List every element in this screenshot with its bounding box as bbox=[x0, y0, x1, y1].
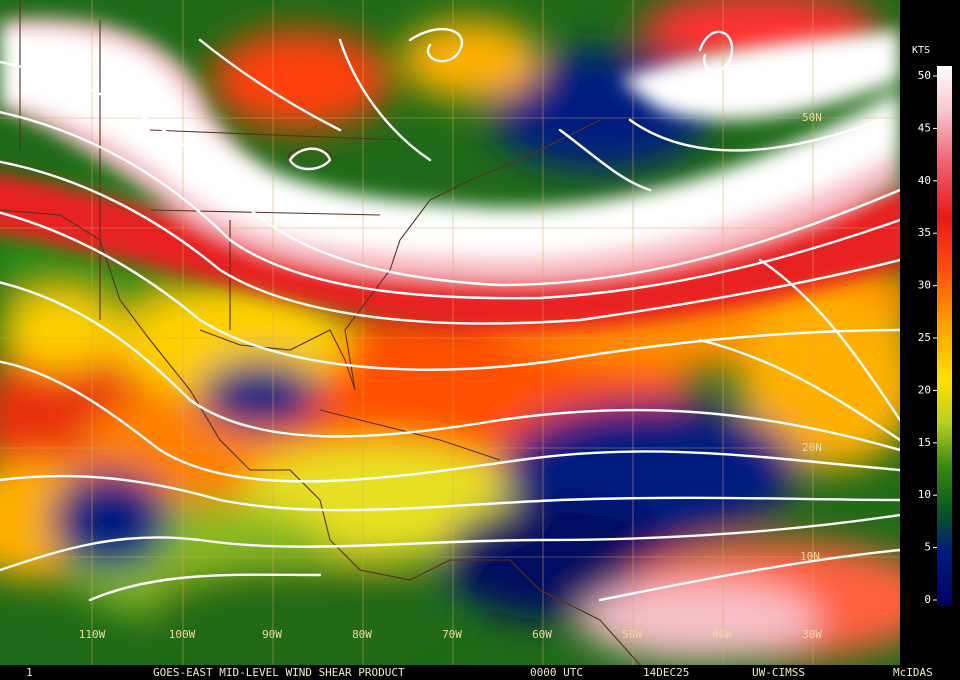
longitude-label: 80W bbox=[352, 628, 372, 641]
colorbar-unit: KTS bbox=[912, 45, 930, 56]
longitude-label: 30W bbox=[802, 628, 822, 641]
latitude-label: 20N bbox=[802, 441, 822, 454]
colorbar-tick-label: 10 bbox=[918, 488, 931, 501]
date: 14DEC25 bbox=[643, 666, 689, 679]
longitude-label: 70W bbox=[442, 628, 462, 641]
graticule bbox=[0, 0, 900, 665]
colorbar-tick-label: 45 bbox=[918, 121, 931, 134]
caption-bar: 1 GOES-EAST MID-LEVEL WIND SHEAR PRODUCT… bbox=[0, 665, 960, 680]
colorbar-tick-label: 25 bbox=[918, 331, 931, 344]
shear-field: 110W 100W 90W 80W 70W 60W 50W 40W 30W 50N 20N 10… bbox=[0, 0, 900, 665]
colorbar-tick-label: 30 bbox=[918, 279, 931, 292]
longitude-label: 90W bbox=[262, 628, 282, 641]
colorbar-tick-label: 0 bbox=[924, 593, 931, 606]
frame-number: 1 bbox=[26, 666, 33, 679]
source: UW-CIMSS bbox=[752, 666, 805, 679]
longitude-label: 40W bbox=[712, 628, 732, 641]
colorbar-ramp bbox=[937, 66, 952, 606]
longitude-labels: 110W 100W 90W 80W 70W 60W 50W 40W 30W bbox=[79, 628, 823, 641]
time: 0000 UTC bbox=[530, 666, 583, 679]
coastlines bbox=[0, 0, 641, 665]
colorbar-tick-label: 20 bbox=[918, 383, 931, 396]
colorbar-tick-label: 15 bbox=[918, 436, 931, 449]
colorbar: KTS 0 5 10 15 20 25 30 35 40 45 50 bbox=[912, 45, 952, 606]
colorbar-tick-label: 35 bbox=[918, 226, 931, 239]
colorbar-tick-label: 40 bbox=[918, 174, 931, 187]
product-title: GOES-EAST MID-LEVEL WIND SHEAR PRODUCT bbox=[153, 666, 405, 679]
streamlines bbox=[0, 27, 900, 602]
colorbar-tick-label: 50 bbox=[918, 69, 931, 82]
longitude-label: 60W bbox=[532, 628, 552, 641]
colorbar-tick-label: 5 bbox=[924, 541, 931, 554]
latitude-label: 10N bbox=[800, 550, 820, 563]
longitude-label: 50W bbox=[622, 628, 642, 641]
latitude-label: 50N bbox=[802, 111, 822, 124]
software: McIDAS bbox=[893, 666, 933, 679]
longitude-label: 110W bbox=[79, 628, 106, 641]
longitude-label: 100W bbox=[169, 628, 196, 641]
